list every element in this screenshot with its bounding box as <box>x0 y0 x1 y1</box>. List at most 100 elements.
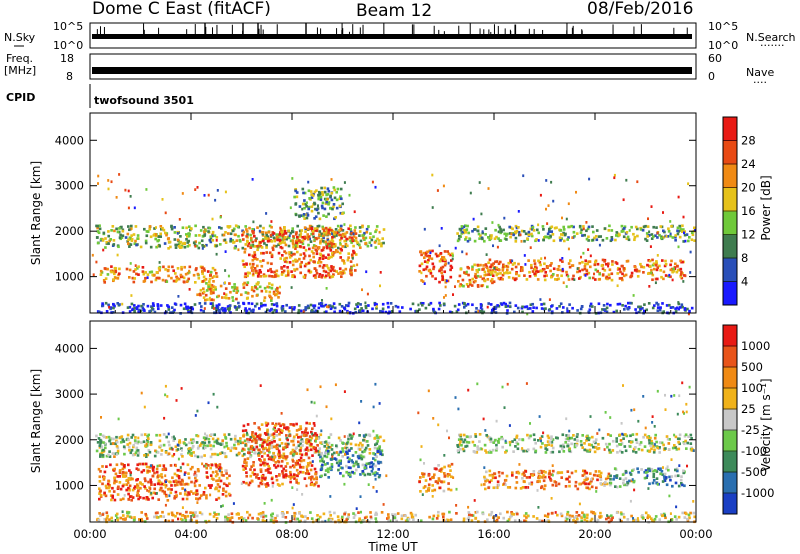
range-cell <box>249 244 253 247</box>
range-cell <box>215 236 219 239</box>
range-cell <box>358 434 361 437</box>
range-cell <box>112 306 115 310</box>
range-cell <box>230 512 234 516</box>
range-cell <box>350 266 353 270</box>
range-cell <box>157 498 161 501</box>
range-cell <box>504 305 508 308</box>
range-cell <box>250 309 253 313</box>
colorbar-segment <box>723 211 737 235</box>
range-cell <box>196 186 199 189</box>
range-cell <box>570 436 574 440</box>
range-cell <box>317 437 320 440</box>
nsearch-dots: ······· <box>760 39 784 52</box>
range-cell <box>187 491 190 494</box>
range-cell <box>650 442 654 445</box>
range-cell <box>354 253 358 256</box>
range-cell <box>540 303 543 306</box>
range-cell <box>326 443 330 446</box>
range-cell <box>170 488 173 491</box>
range-cell <box>113 304 116 308</box>
range-cell <box>147 469 150 473</box>
range-cell <box>315 433 319 437</box>
range-cell <box>146 435 150 438</box>
range-cell <box>662 512 666 516</box>
range-cell <box>352 464 356 468</box>
range-cell <box>261 230 265 234</box>
range-cell <box>519 487 523 490</box>
range-cell <box>259 260 262 263</box>
range-cell <box>212 298 215 302</box>
range-cell <box>242 230 246 234</box>
range-cell <box>318 447 322 450</box>
range-cell <box>616 272 620 275</box>
range-cell <box>228 282 231 285</box>
range-cell <box>367 462 371 465</box>
range-cell <box>260 479 264 482</box>
range-cell <box>320 232 323 236</box>
range-cell <box>687 312 690 316</box>
range-cell <box>516 447 520 451</box>
range-cell <box>224 281 227 285</box>
range-cell <box>225 472 228 475</box>
range-cell <box>136 454 140 457</box>
range-cell <box>639 305 642 309</box>
range-cell <box>457 280 460 283</box>
range-cell <box>188 441 191 445</box>
range-cell <box>234 224 238 228</box>
range-cell <box>533 438 536 442</box>
range-cell <box>451 257 454 261</box>
range-cell <box>456 232 459 235</box>
range-cell <box>560 237 563 241</box>
range-cell <box>607 472 611 476</box>
range-cell <box>330 228 333 232</box>
range-cell <box>270 444 274 448</box>
range-cell <box>372 235 375 239</box>
range-cell <box>248 271 252 275</box>
range-cell <box>544 519 547 523</box>
range-cell <box>630 271 634 275</box>
range-cell <box>267 467 270 471</box>
range-cell <box>142 496 145 500</box>
range-cell <box>309 461 312 465</box>
range-cell <box>306 517 310 520</box>
range-cell <box>284 442 288 446</box>
range-cell <box>161 510 164 514</box>
range-cell <box>180 514 184 517</box>
range-cell <box>108 483 111 487</box>
range-cell <box>586 486 590 490</box>
range-cell <box>331 275 335 278</box>
range-cell <box>574 484 577 488</box>
range-cell <box>368 241 372 244</box>
range-cell <box>317 211 320 215</box>
range-cell <box>284 469 288 473</box>
range-cell <box>330 242 333 245</box>
range-cell <box>114 276 117 280</box>
range-cell <box>459 235 463 238</box>
nsearch-label: N.Search <box>746 31 796 44</box>
range-cell <box>253 257 256 261</box>
range-cell <box>462 433 466 437</box>
range-cell <box>266 430 269 434</box>
range-cell <box>295 452 299 455</box>
range-cell <box>204 293 208 297</box>
y-tick-label: 1000 <box>55 270 84 284</box>
range-cell <box>587 482 590 486</box>
range-cell <box>102 478 106 481</box>
range-cell <box>495 235 498 239</box>
range-cell <box>332 273 335 276</box>
range-cell <box>283 260 287 263</box>
range-cell <box>254 286 257 289</box>
range-cell <box>153 515 156 519</box>
range-cell <box>282 512 286 516</box>
range-cell <box>449 253 452 257</box>
range-cell <box>616 451 619 454</box>
range-cell <box>621 264 624 268</box>
range-cell <box>682 471 686 475</box>
range-cell <box>497 441 500 444</box>
range-cell <box>184 272 188 276</box>
range-cell <box>669 234 672 238</box>
range-cell <box>622 515 626 519</box>
range-cell <box>685 512 688 516</box>
range-cell <box>280 267 284 270</box>
range-cell <box>508 271 512 275</box>
